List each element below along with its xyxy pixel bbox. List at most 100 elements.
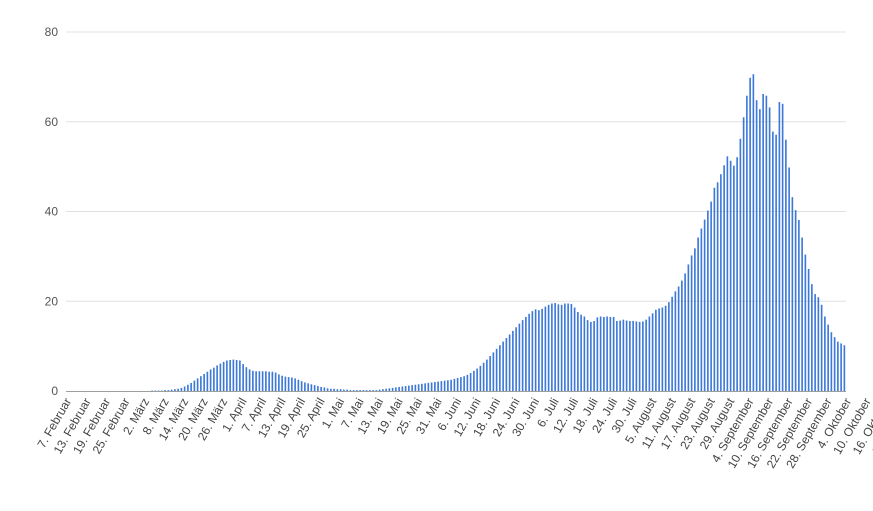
- bar: [651, 313, 654, 391]
- bar: [635, 321, 638, 391]
- bar: [476, 368, 478, 391]
- bar: [616, 321, 618, 391]
- bar: [642, 321, 644, 391]
- bar: [648, 316, 651, 391]
- bar: [294, 378, 296, 391]
- bar: [346, 389, 348, 391]
- bar: [677, 286, 680, 391]
- bar: [622, 319, 625, 391]
- bar: [778, 102, 781, 391]
- bar: [768, 107, 771, 391]
- bar: [817, 297, 820, 391]
- y-tick-label: 20: [45, 294, 59, 308]
- bar: [765, 95, 768, 391]
- bar: [749, 77, 751, 392]
- bar: [190, 382, 192, 391]
- bar: [239, 360, 241, 391]
- bar: [401, 386, 404, 391]
- bar: [658, 308, 660, 391]
- bar: [486, 359, 488, 391]
- bar: [245, 367, 248, 391]
- bar: [557, 304, 560, 391]
- bar: [541, 308, 543, 391]
- bar: [183, 386, 186, 391]
- bar: [820, 304, 823, 391]
- bar: [710, 201, 712, 391]
- bar: [746, 95, 748, 391]
- bar: [687, 264, 690, 391]
- bar: [281, 375, 283, 391]
- bar: [827, 324, 829, 391]
- bar: [830, 332, 833, 391]
- bar: [385, 388, 387, 391]
- bar: [395, 387, 397, 391]
- bar: [801, 237, 803, 391]
- bar: [456, 377, 459, 391]
- y-tick-label: 40: [45, 205, 59, 219]
- bar: [417, 384, 420, 391]
- bar: [378, 389, 381, 391]
- bar: [222, 361, 225, 391]
- bar: [495, 348, 498, 391]
- y-tick-label: 60: [45, 115, 59, 129]
- bar: [437, 381, 439, 391]
- bar: [599, 316, 602, 391]
- bar: [258, 371, 261, 391]
- bar: [339, 389, 342, 391]
- bar: [840, 343, 842, 391]
- bar: [772, 131, 774, 391]
- bar: [733, 165, 735, 391]
- bar: [508, 334, 511, 391]
- bar: [297, 379, 300, 391]
- bar: [261, 371, 264, 391]
- bar: [388, 388, 391, 391]
- bar: [580, 314, 582, 391]
- bar: [596, 317, 599, 391]
- bar: [398, 386, 400, 391]
- bar: [450, 379, 452, 391]
- bar: [551, 303, 553, 391]
- bar: [170, 389, 173, 391]
- bar: [798, 220, 800, 391]
- bar: [434, 382, 436, 391]
- bars: [151, 74, 846, 392]
- bar: [196, 378, 199, 391]
- bar: [609, 316, 612, 391]
- bar: [372, 390, 374, 391]
- bar: [619, 320, 621, 391]
- bar: [518, 323, 521, 391]
- bar: [515, 327, 517, 391]
- bar: [739, 138, 742, 391]
- bar: [313, 385, 316, 391]
- bar: [356, 390, 358, 391]
- bar: [762, 93, 764, 392]
- bar: [804, 254, 807, 391]
- bar: [310, 384, 313, 391]
- bar: [287, 377, 290, 391]
- bar: [736, 157, 738, 391]
- bar: [252, 370, 254, 391]
- bar: [781, 103, 784, 392]
- bar: [716, 182, 719, 391]
- bar: [729, 160, 732, 391]
- bar: [775, 134, 777, 391]
- bar: [349, 390, 352, 391]
- bar: [655, 309, 657, 391]
- bar: [502, 341, 504, 391]
- bar: [427, 382, 430, 391]
- bar: [284, 376, 287, 391]
- bar: [414, 384, 417, 391]
- bar: [274, 372, 277, 391]
- bar: [235, 360, 238, 391]
- bar: [359, 390, 361, 391]
- bar: [752, 74, 755, 392]
- bar: [700, 228, 703, 391]
- bar: [300, 381, 303, 391]
- bar: [209, 369, 212, 391]
- bar: [713, 187, 716, 391]
- bar: [271, 371, 274, 391]
- bar: [755, 100, 758, 392]
- bar: [674, 291, 677, 391]
- bar: [690, 255, 693, 391]
